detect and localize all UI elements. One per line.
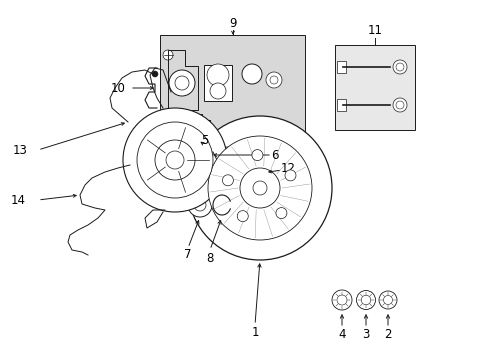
Circle shape — [123, 108, 226, 212]
Text: 1: 1 — [251, 325, 258, 338]
Text: 13: 13 — [13, 144, 27, 157]
Bar — [334, 45, 414, 130]
Circle shape — [252, 181, 266, 195]
Circle shape — [152, 71, 158, 77]
Circle shape — [251, 150, 263, 161]
Circle shape — [175, 76, 189, 90]
Circle shape — [392, 60, 406, 74]
Bar — [160, 35, 305, 140]
Circle shape — [265, 72, 282, 88]
Circle shape — [194, 199, 205, 211]
FancyBboxPatch shape — [160, 148, 183, 200]
Circle shape — [187, 193, 212, 217]
Circle shape — [169, 70, 195, 96]
Text: 14: 14 — [10, 194, 25, 207]
Text: 2: 2 — [384, 328, 391, 342]
Circle shape — [242, 64, 262, 84]
Circle shape — [207, 136, 311, 240]
Circle shape — [383, 296, 392, 305]
Circle shape — [206, 64, 228, 86]
Circle shape — [269, 76, 278, 84]
Text: 7: 7 — [184, 248, 191, 261]
Circle shape — [275, 208, 286, 219]
Circle shape — [361, 295, 370, 305]
Circle shape — [187, 116, 331, 260]
Circle shape — [155, 140, 195, 180]
Circle shape — [395, 63, 403, 71]
Circle shape — [392, 98, 406, 112]
Circle shape — [336, 295, 346, 305]
Circle shape — [222, 175, 233, 186]
Text: 3: 3 — [362, 328, 369, 342]
Bar — [155, 140, 264, 205]
FancyBboxPatch shape — [336, 99, 346, 111]
Circle shape — [237, 211, 248, 222]
Text: 12: 12 — [280, 162, 295, 175]
Text: 8: 8 — [206, 252, 213, 265]
FancyBboxPatch shape — [336, 61, 346, 73]
Circle shape — [165, 151, 183, 169]
Circle shape — [378, 291, 396, 309]
Circle shape — [331, 290, 351, 310]
Circle shape — [356, 291, 375, 310]
Text: 5: 5 — [201, 134, 208, 147]
Text: 11: 11 — [367, 23, 382, 36]
Circle shape — [209, 83, 225, 99]
Circle shape — [163, 50, 173, 60]
Circle shape — [285, 170, 295, 181]
Text: 9: 9 — [229, 17, 236, 30]
Text: 4: 4 — [338, 328, 345, 342]
Circle shape — [395, 101, 403, 109]
Text: 10: 10 — [110, 81, 125, 94]
Text: 6: 6 — [271, 149, 278, 162]
Bar — [203, 65, 231, 101]
Circle shape — [137, 122, 213, 198]
FancyBboxPatch shape — [184, 148, 208, 200]
Circle shape — [240, 168, 280, 208]
